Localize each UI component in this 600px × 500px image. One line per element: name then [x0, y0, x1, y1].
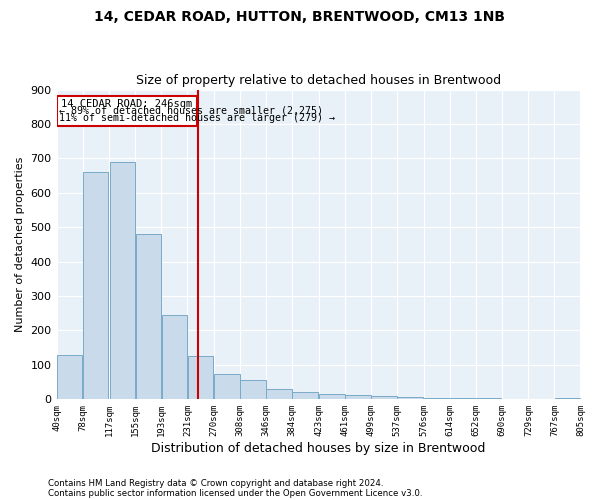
Bar — [57, 354, 82, 400]
Bar — [502, 398, 527, 400]
Bar — [83, 172, 108, 400]
Bar — [188, 356, 213, 400]
Bar — [136, 234, 161, 400]
Text: Contains HM Land Registry data © Crown copyright and database right 2024.: Contains HM Land Registry data © Crown c… — [48, 478, 383, 488]
Bar — [161, 315, 187, 400]
Text: ← 89% of detached houses are smaller (2,275): ← 89% of detached houses are smaller (2,… — [59, 106, 323, 116]
Y-axis label: Number of detached properties: Number of detached properties — [15, 157, 25, 332]
Bar — [555, 398, 580, 400]
Text: 14, CEDAR ROAD, HUTTON, BRENTWOOD, CM13 1NB: 14, CEDAR ROAD, HUTTON, BRENTWOOD, CM13 … — [95, 10, 505, 24]
Text: 14 CEDAR ROAD: 246sqm: 14 CEDAR ROAD: 246sqm — [61, 99, 193, 109]
Bar — [371, 396, 397, 400]
Bar — [424, 398, 449, 400]
Bar — [345, 395, 371, 400]
Bar — [450, 398, 475, 400]
Bar — [214, 374, 240, 400]
X-axis label: Distribution of detached houses by size in Brentwood: Distribution of detached houses by size … — [151, 442, 486, 455]
Title: Size of property relative to detached houses in Brentwood: Size of property relative to detached ho… — [136, 74, 501, 87]
Bar — [110, 162, 135, 400]
FancyBboxPatch shape — [57, 96, 197, 126]
Text: Contains public sector information licensed under the Open Government Licence v3: Contains public sector information licen… — [48, 488, 422, 498]
Bar — [397, 396, 422, 400]
Bar — [319, 394, 344, 400]
Bar — [241, 380, 266, 400]
Bar — [266, 389, 292, 400]
Text: 11% of semi-detached houses are larger (279) →: 11% of semi-detached houses are larger (… — [59, 112, 335, 122]
Bar — [476, 398, 502, 400]
Bar — [292, 392, 318, 400]
